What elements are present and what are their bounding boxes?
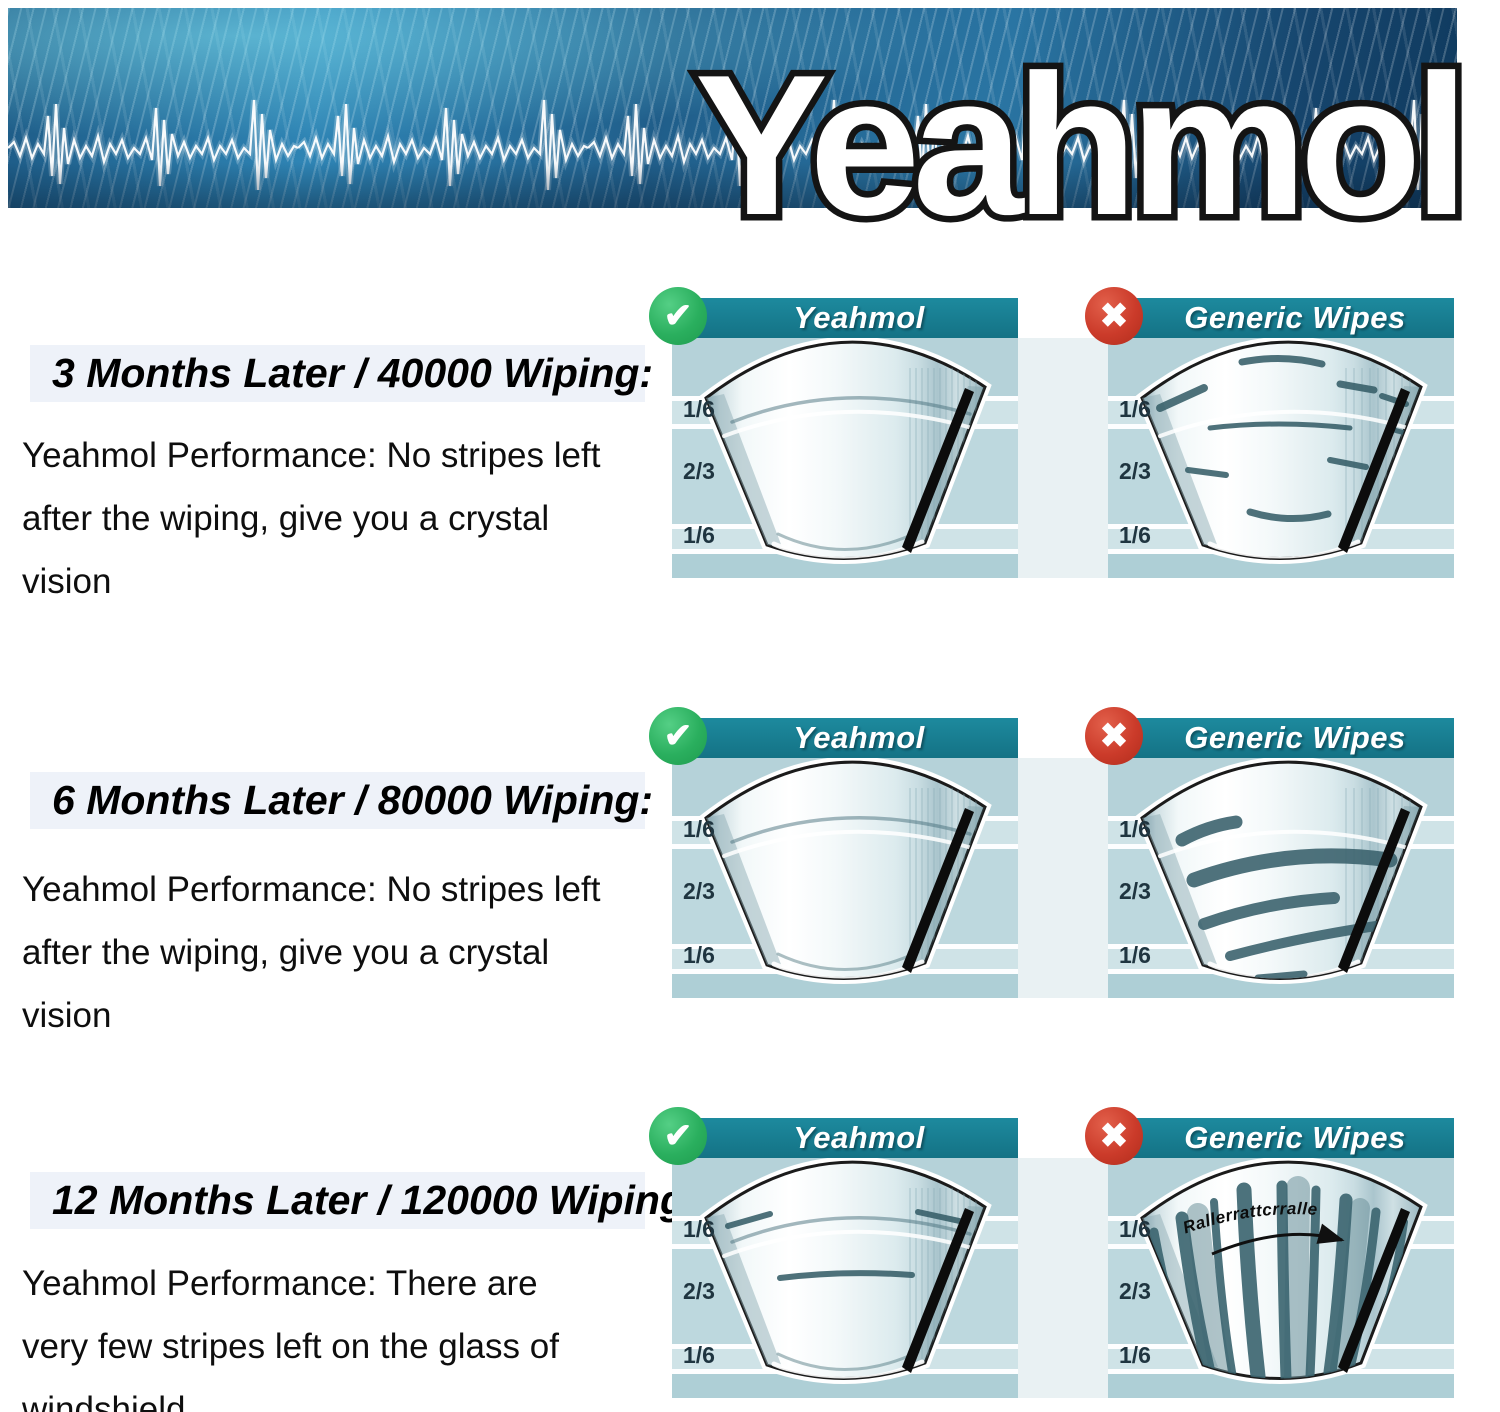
scale-label: 1/6 — [1119, 396, 1151, 422]
row2-body-line: after the wiping, give you a crystal — [22, 933, 550, 972]
cross-icon: ✖ — [1099, 297, 1129, 335]
panel-header: Yeahmol — [672, 718, 1018, 758]
panel-header-label: Yeahmol — [793, 720, 925, 755]
row2-heading-bar: 6 Months Later / 80000 Wiping: — [30, 772, 654, 829]
cross-badge: ✖ — [1085, 1107, 1143, 1165]
check-badge: ✔ — [649, 1107, 707, 1165]
panel-gap — [1018, 338, 1108, 578]
check-badge: ✔ — [649, 707, 707, 765]
row2-body-line: vision — [22, 996, 112, 1035]
panel-gap — [1018, 758, 1108, 998]
panel-header: Generic Wipes — [1108, 718, 1454, 758]
banner-shade — [8, 162, 1457, 208]
check-icon: ✔ — [663, 717, 693, 755]
cross-badge: ✖ — [1085, 287, 1143, 345]
scale-label: 1/6 — [683, 942, 715, 968]
scale-label: 2/3 — [683, 458, 715, 484]
banner — [8, 8, 1457, 208]
wiper-blade — [902, 1208, 974, 1373]
panel-header-label: Yeahmol — [793, 1120, 925, 1155]
row2-body-line: Yeahmol Performance: No stripes left — [22, 870, 601, 909]
panel-row3-generic: ✖ Generic Wipes 1/6 2/3 1/6 — [1085, 1107, 1454, 1398]
wiper-blade — [1338, 1208, 1410, 1373]
wipe-streaks — [1156, 354, 1415, 523]
panel-body: 1/6 2/3 1/6 — [1108, 338, 1454, 578]
scale-label: 1/6 — [683, 1216, 715, 1242]
panel-row1-yeahmol: ✔ Yeahmol 1/6 2/3 1/6 — [649, 287, 1018, 578]
annotation-arrow — [1211, 1223, 1345, 1256]
wiper-blade — [1338, 388, 1410, 553]
scale-label: 2/3 — [1119, 458, 1151, 484]
panel-row2-generic: ✖ Generic Wipes 1/6 2/3 1/6 — [1085, 707, 1454, 998]
check-icon: ✔ — [663, 297, 693, 335]
scale-label: 1/6 — [1119, 942, 1151, 968]
scale-label: 1/6 — [1119, 816, 1151, 842]
cross-icon: ✖ — [1099, 717, 1129, 755]
windshield-smudged — [1135, 758, 1428, 984]
row3-heading-bar: 12 Months Later / 120000 Wiping: — [30, 1172, 699, 1229]
windshield-clean — [699, 758, 992, 984]
row3-body-line: Yeahmol Performance: There are — [22, 1264, 538, 1303]
row3-body-text: Yeahmol Performance: There are very few … — [22, 1252, 662, 1412]
panel-header: Yeahmol — [672, 1118, 1018, 1158]
row2-body-text: Yeahmol Performance: No stripes left aft… — [22, 858, 662, 1047]
row1-body-text: Yeahmol Performance: No stripes left aft… — [22, 424, 662, 613]
scale-label: 1/6 — [1119, 1216, 1151, 1242]
row2-heading: 6 Months Later / 80000 Wiping: — [52, 777, 654, 823]
panel-body: 1/6 2/3 1/6 — [672, 338, 1018, 578]
panel-body: 1/6 2/3 1/6 — [1108, 758, 1454, 998]
cross-badge: ✖ — [1085, 707, 1143, 765]
check-icon: ✔ — [663, 1117, 693, 1155]
panel-header: Yeahmol — [672, 298, 1018, 338]
panel-body: 1/6 2/3 1/6 — [672, 758, 1018, 998]
row3-body-line: windshield — [22, 1390, 186, 1412]
panel-header: Generic Wipes — [1108, 298, 1454, 338]
scale-label: 2/3 — [683, 878, 715, 904]
heavy-streaks — [1149, 1176, 1408, 1379]
check-badge: ✔ — [649, 287, 707, 345]
panel-header-label: Generic Wipes — [1184, 300, 1406, 335]
row1-body-line: Yeahmol Performance: No stripes left — [22, 436, 601, 475]
scale-label: 2/3 — [1119, 1278, 1151, 1304]
scale-label: 1/6 — [683, 816, 715, 842]
windshield-clean — [699, 338, 992, 564]
row1-heading-bar: 3 Months Later / 40000 Wiping: — [30, 345, 654, 402]
scale-label: 1/6 — [683, 522, 715, 548]
panel-body: 1/6 2/3 1/6 — [672, 1158, 1018, 1398]
scale-label: 1/6 — [683, 1342, 715, 1368]
wiper-blade — [902, 388, 974, 553]
scale-label: 1/6 — [683, 396, 715, 422]
brand-logo-text: Yeahmol — [695, 34, 1462, 257]
row1-body-line: vision — [22, 562, 112, 601]
windshield-few-stripes — [699, 1158, 992, 1384]
scale-label: 1/6 — [1119, 522, 1151, 548]
scale-label: 2/3 — [683, 1278, 715, 1304]
row3-heading: 12 Months Later / 120000 Wiping: — [52, 1177, 699, 1223]
panel-row2-yeahmol: ✔ Yeahmol 1/6 2/3 1/6 — [649, 707, 1018, 998]
panel-header: Generic Wipes — [1108, 1118, 1454, 1158]
panel-body: 1/6 2/3 1/6 — [1108, 1158, 1454, 1398]
windshield-streaked — [1135, 338, 1428, 564]
panel-row3-yeahmol: ✔ Yeahmol 1/6 2/3 1/6 — [649, 1107, 1018, 1398]
panel-gap — [1018, 1158, 1108, 1398]
scale-label: 2/3 — [1119, 878, 1151, 904]
row3-body-line: very few stripes left on the glass of — [22, 1327, 559, 1366]
cross-icon: ✖ — [1099, 1117, 1129, 1155]
row1-body-line: after the wiping, give you a crystal — [22, 499, 550, 538]
wiper-blade — [902, 808, 974, 973]
scale-label: 1/6 — [1119, 1342, 1151, 1368]
panel-header-label: Generic Wipes — [1184, 720, 1406, 755]
panel-header-label: Yeahmol — [793, 300, 925, 335]
windshield-heavy-streaks: Rallerrattcrralle — [1135, 1158, 1428, 1384]
wiper-blade — [1338, 808, 1410, 973]
row1-heading: 3 Months Later / 40000 Wiping: — [52, 350, 654, 396]
panel-header-label: Generic Wipes — [1184, 1120, 1406, 1155]
panel-row1-generic: ✖ Generic Wipes 1/6 2/3 1/6 — [1085, 287, 1454, 578]
brand-logo: Yeahmol — [688, 28, 1476, 264]
light-stripes — [725, 1209, 967, 1281]
wipe-smudges — [1175, 815, 1421, 979]
